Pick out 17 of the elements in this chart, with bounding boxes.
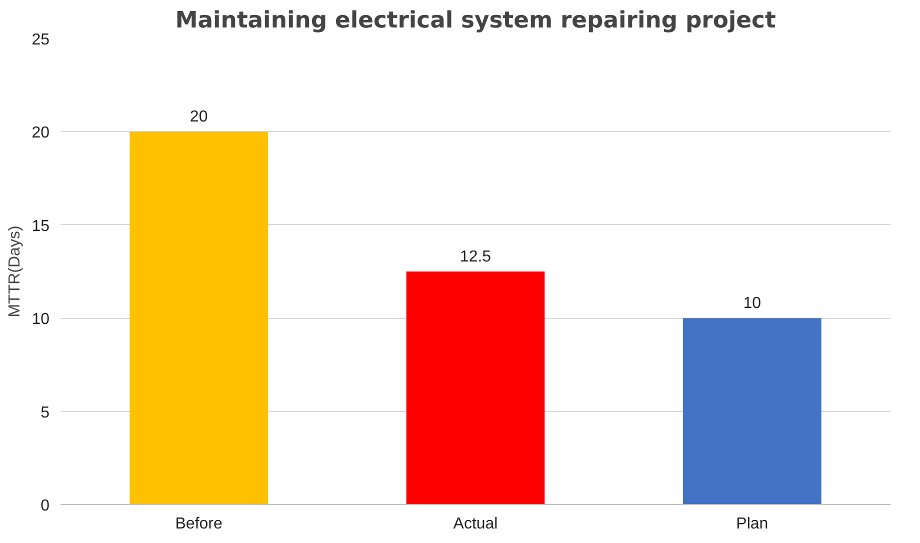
y-tick-label: 20 [32, 124, 50, 142]
x-tick-label: Before [175, 516, 223, 532]
x-tick-label: Actual [453, 516, 498, 532]
data-label: 12.5 [460, 248, 492, 266]
bar [683, 318, 822, 504]
x-tick-label: Plan [736, 516, 768, 532]
y-tick-label: 15 [32, 218, 50, 235]
data-label: 10 [743, 295, 762, 312]
bar [130, 132, 268, 504]
data-label: 20 [190, 108, 208, 126]
y-tick-label: 0 [40, 498, 50, 514]
chart-title: Maintaining electrical system repairing project [175, 8, 776, 34]
y-tick-label: 25 [32, 32, 50, 48]
y-tick-label: 5 [40, 404, 50, 422]
y-tick-label: 10 [32, 311, 50, 328]
bar [406, 272, 545, 504]
y-axis-title: MTTR(Days) [6, 226, 24, 318]
